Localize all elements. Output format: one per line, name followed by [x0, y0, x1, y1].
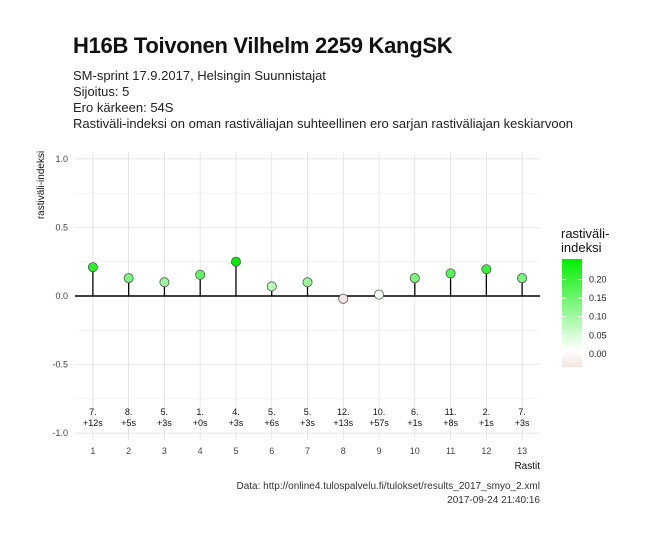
point-label-gap: +1s	[407, 418, 422, 428]
x-tick-label: 7	[305, 446, 310, 456]
x-tick-label: 4	[198, 446, 203, 456]
legend-tick-label: 0.15	[589, 293, 607, 303]
x-tick-label: 13	[517, 446, 527, 456]
subtitle-description: Rastiväli-indeksi on oman rastiväliajan …	[73, 116, 574, 131]
data-point	[374, 289, 385, 300]
legend-tick-label: 0.10	[589, 312, 607, 322]
data-point	[159, 277, 170, 288]
legend-colorbar	[562, 259, 582, 367]
y-tick-label: 0.0	[55, 291, 68, 301]
x-tick-label: 12	[481, 446, 491, 456]
x-tick-label: 2	[126, 446, 131, 456]
y-tick-labels: 1.0 0.5 0.0 -0.5 -1.0	[52, 154, 68, 438]
point-label-gap: +0s	[193, 418, 208, 428]
data-point	[230, 256, 241, 267]
data-point	[266, 281, 277, 292]
legend-ticks: 0.20 0.15 0.10 0.05 0.00	[562, 274, 607, 359]
data-point	[302, 277, 313, 288]
legend: rastiväli- indeksi 0.20 0.15 0.10 0.05 0.00	[561, 226, 609, 367]
point-label-gap: +3s	[300, 418, 315, 428]
data-point	[123, 273, 134, 284]
x-tick-label: 6	[269, 446, 274, 456]
data-source-caption: Data: http://online4.tulospalvelu.fi/tul…	[236, 481, 540, 492]
y-tick-label: 1.0	[55, 154, 68, 164]
point-label-rank: 8.	[125, 407, 133, 417]
x-tick-label: 3	[162, 446, 167, 456]
point-label-rank: 10.	[373, 407, 386, 417]
data-point	[445, 268, 456, 279]
x-tick-label: 8	[341, 446, 346, 456]
point-label-gap: +3s	[515, 418, 530, 428]
x-tick-label: 1	[90, 446, 95, 456]
data-point	[87, 262, 98, 273]
x-axis-label: Rastit	[514, 461, 540, 472]
data-points	[87, 256, 528, 304]
point-label-gap: +8s	[443, 418, 458, 428]
y-tick-label: -0.5	[52, 360, 68, 370]
y-tick-label: 0.5	[55, 222, 68, 232]
point-label-gap: +57s	[369, 418, 389, 428]
point-label-gap: +3s	[157, 418, 172, 428]
legend-title-line-1: rastiväli-	[561, 226, 609, 241]
point-label-rank: 4.	[232, 407, 240, 417]
data-point	[481, 264, 492, 275]
data-point	[338, 293, 349, 304]
point-label-rank: 5.	[304, 407, 312, 417]
point-label-rank: 6.	[411, 407, 419, 417]
point-label-gap: +5s	[121, 418, 136, 428]
data-point	[409, 273, 420, 284]
point-label-rank: 7.	[89, 407, 97, 417]
y-axis-label: rastiväli-indeksi	[36, 151, 47, 219]
point-label-rank: 11.	[445, 407, 457, 417]
point-labels: 7.+12s8.+5s5.+3s1.+0s4.+3s5.+6s5.+3s12.+…	[83, 407, 530, 428]
x-tick-labels: 1 2 3 4 5 6 7 8 9 10 11 12 13	[90, 446, 527, 456]
legend-tick-label: 0.05	[589, 330, 607, 340]
point-label-rank: 7.	[518, 407, 526, 417]
point-label-gap: +1s	[479, 418, 494, 428]
x-tick-label: 10	[410, 446, 420, 456]
legend-tick-label: 0.20	[589, 274, 607, 284]
point-label-rank: 12.	[337, 407, 350, 417]
x-tick-label: 5	[233, 446, 238, 456]
legend-title-line-2: indeksi	[561, 240, 602, 255]
subtitle-gap: Ero kärkeen: 54S	[73, 100, 174, 115]
point-label-rank: 2.	[483, 407, 491, 417]
x-tick-label: 9	[377, 446, 382, 456]
point-label-rank: 1.	[196, 407, 204, 417]
legend-tick-label: 0.00	[589, 349, 607, 359]
y-tick-label: -1.0	[52, 428, 68, 438]
point-label-rank: 5.	[161, 407, 169, 417]
subtitle-event: SM-sprint 17.9.2017, Helsingin Suunnista…	[73, 68, 326, 83]
point-label-gap: +3s	[229, 418, 244, 428]
data-point	[517, 273, 528, 284]
timestamp-caption: 2017-09-24 21:40:16	[447, 495, 540, 506]
point-label-rank: 5.	[268, 407, 276, 417]
data-point	[195, 269, 206, 280]
point-label-gap: +6s	[264, 418, 279, 428]
point-label-gap: +13s	[333, 418, 353, 428]
chart-title: H16B Toivonen Vilhelm 2259 KangSK	[73, 33, 453, 58]
point-label-gap: +12s	[83, 418, 103, 428]
subtitle-rank: Sijoitus: 5	[73, 84, 130, 99]
x-tick-label: 11	[446, 446, 455, 456]
